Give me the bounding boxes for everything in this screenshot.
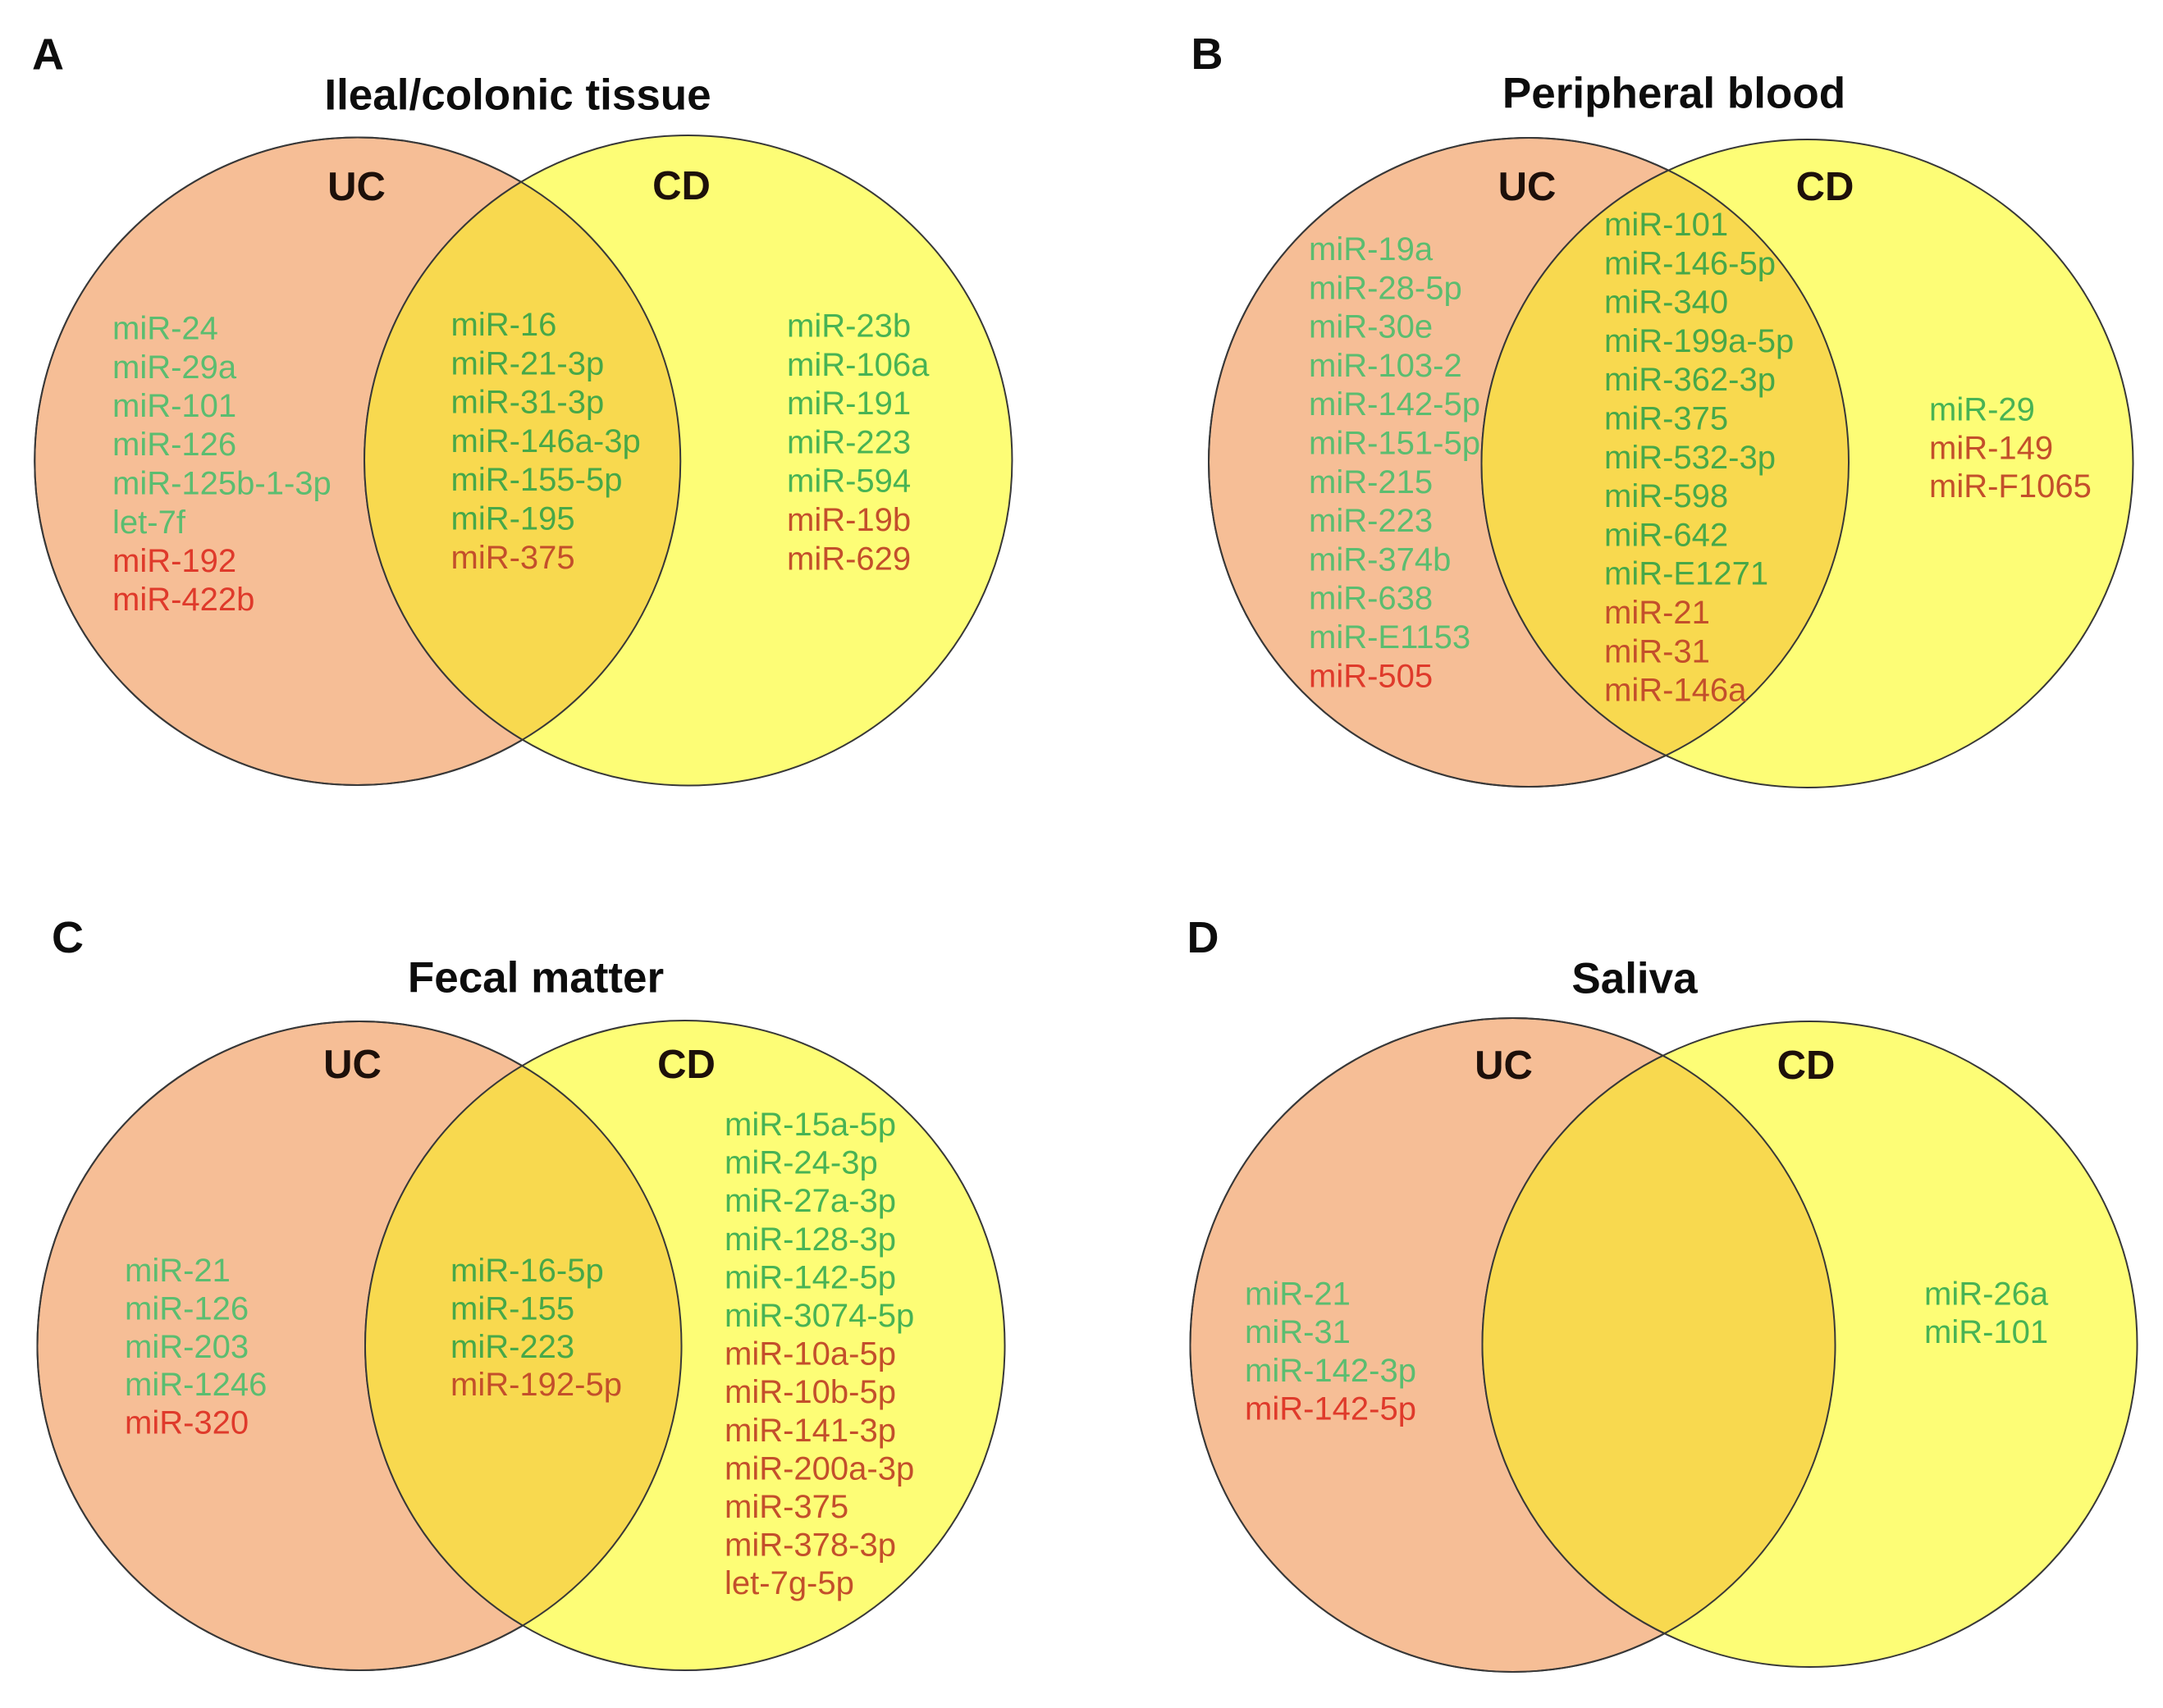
svg-text:miR-151-5p: miR-151-5p (1309, 426, 1480, 462)
svg-text:miR-31: miR-31 (1604, 633, 1710, 669)
svg-text:A: A (32, 30, 64, 80)
svg-text:miR-101: miR-101 (1604, 207, 1728, 243)
svg-text:miR-149: miR-149 (1929, 430, 2053, 466)
svg-text:miR-378-3p: miR-378-3p (725, 1528, 896, 1564)
svg-text:miR-146a-3p: miR-146a-3p (451, 423, 641, 459)
svg-text:let-7f: let-7f (112, 505, 186, 541)
svg-text:miR-146-5p: miR-146-5p (1604, 245, 1776, 281)
svg-text:miR-101: miR-101 (112, 388, 236, 424)
svg-text:miR-30e: miR-30e (1309, 309, 1433, 345)
svg-text:miR-199a-5p: miR-199a-5p (1604, 323, 1794, 359)
svg-text:miR-223: miR-223 (787, 424, 911, 460)
svg-text:Fecal matter: Fecal matter (408, 954, 664, 1002)
svg-text:miR-141-3p: miR-141-3p (725, 1413, 896, 1449)
svg-text:miR-598: miR-598 (1604, 478, 1728, 514)
svg-text:miR-26a: miR-26a (1924, 1276, 2049, 1312)
svg-text:miR-21: miR-21 (125, 1253, 231, 1289)
svg-text:miR-1246: miR-1246 (125, 1367, 267, 1403)
svg-text:miR-10b-5p: miR-10b-5p (725, 1374, 896, 1410)
svg-text:miR-642: miR-642 (1604, 517, 1728, 553)
svg-text:miR-142-5p: miR-142-5p (1309, 386, 1480, 422)
svg-text:miR-28-5p: miR-28-5p (1309, 270, 1462, 306)
svg-text:miR-422b: miR-422b (112, 582, 254, 618)
svg-text:miR-103-2: miR-103-2 (1309, 348, 1462, 384)
svg-text:Peripheral blood: Peripheral blood (1502, 70, 1845, 118)
svg-text:miR-146a: miR-146a (1604, 673, 1747, 709)
svg-text:miR-223: miR-223 (1309, 503, 1433, 539)
svg-text:miR-638: miR-638 (1309, 581, 1433, 617)
svg-text:miR-594: miR-594 (787, 464, 911, 500)
svg-text:miR-192: miR-192 (112, 543, 236, 579)
svg-text:miR-16-5p: miR-16-5p (450, 1253, 604, 1289)
svg-text:CD: CD (657, 1043, 716, 1087)
svg-text:miR-203: miR-203 (125, 1329, 249, 1365)
svg-text:miR-340: miR-340 (1604, 285, 1728, 321)
svg-text:miR-31-3p: miR-31-3p (451, 385, 605, 421)
svg-text:miR-F1065: miR-F1065 (1929, 468, 2092, 505)
svg-text:miR-10a-5p: miR-10a-5p (725, 1336, 896, 1372)
svg-text:miR-142-5p: miR-142-5p (725, 1259, 896, 1295)
svg-text:miR-E1271: miR-E1271 (1604, 556, 1768, 592)
svg-text:UC: UC (1475, 1044, 1533, 1088)
svg-text:CD: CD (652, 164, 711, 208)
svg-text:miR-16: miR-16 (451, 307, 557, 343)
svg-text:miR-29a: miR-29a (112, 349, 237, 386)
svg-text:miR-374b: miR-374b (1309, 541, 1451, 578)
svg-text:miR-195: miR-195 (451, 501, 575, 537)
svg-text:miR-126: miR-126 (112, 427, 236, 463)
svg-text:miR-21: miR-21 (1245, 1276, 1351, 1313)
svg-text:miR-E1153: miR-E1153 (1309, 619, 1470, 655)
svg-text:miR-29: miR-29 (1929, 392, 2035, 428)
svg-text:miR-19a: miR-19a (1309, 231, 1434, 267)
svg-text:miR-375: miR-375 (1604, 401, 1728, 437)
svg-text:miR-223: miR-223 (450, 1329, 574, 1365)
svg-text:miR-24-3p: miR-24-3p (725, 1145, 878, 1181)
svg-text:miR-629: miR-629 (787, 541, 911, 577)
svg-text:miR-191: miR-191 (787, 386, 911, 422)
svg-text:Ileal/colonic tissue: Ileal/colonic tissue (324, 71, 711, 120)
svg-text:UC: UC (327, 165, 386, 209)
svg-text:miR-15a-5p: miR-15a-5p (725, 1107, 896, 1143)
svg-text:Saliva: Saliva (1571, 955, 1698, 1003)
svg-text:miR-532-3p: miR-532-3p (1604, 440, 1776, 476)
svg-text:miR-215: miR-215 (1309, 464, 1433, 500)
svg-text:miR-128-3p: miR-128-3p (725, 1222, 896, 1258)
svg-text:miR-21-3p: miR-21-3p (451, 345, 605, 381)
svg-text:miR-320: miR-320 (125, 1405, 249, 1441)
svg-text:miR-505: miR-505 (1309, 658, 1433, 694)
svg-text:miR-362-3p: miR-362-3p (1604, 362, 1776, 398)
svg-text:miR-31: miR-31 (1245, 1314, 1351, 1350)
svg-text:miR-3074-5p: miR-3074-5p (725, 1298, 914, 1334)
svg-text:miR-375: miR-375 (725, 1489, 848, 1525)
svg-text:C: C (52, 913, 84, 962)
svg-text:miR-106a: miR-106a (787, 347, 930, 383)
svg-text:UC: UC (323, 1043, 382, 1087)
svg-text:miR-142-3p: miR-142-3p (1245, 1353, 1416, 1389)
svg-text:miR-375: miR-375 (451, 540, 575, 576)
svg-text:CD: CD (1777, 1044, 1836, 1088)
svg-text:miR-27a-3p: miR-27a-3p (725, 1183, 896, 1219)
svg-text:miR-101: miR-101 (1924, 1314, 2048, 1350)
svg-text:miR-142-5p: miR-142-5p (1245, 1391, 1416, 1427)
svg-text:miR-125b-1-3p: miR-125b-1-3p (112, 466, 332, 502)
svg-text:miR-126: miR-126 (125, 1290, 249, 1327)
svg-text:miR-155-5p: miR-155-5p (451, 462, 623, 498)
svg-text:D: D (1187, 913, 1219, 962)
svg-text:miR-200a-3p: miR-200a-3p (725, 1450, 914, 1487)
svg-text:miR-19b: miR-19b (787, 502, 911, 538)
svg-text:B: B (1191, 30, 1223, 79)
svg-text:UC: UC (1498, 165, 1557, 209)
svg-text:let-7g-5p: let-7g-5p (725, 1565, 854, 1601)
svg-text:miR-23b: miR-23b (787, 308, 911, 345)
svg-text:miR-155: miR-155 (450, 1290, 574, 1327)
svg-text:miR-192-5p: miR-192-5p (450, 1367, 622, 1403)
svg-text:miR-24: miR-24 (112, 311, 218, 347)
svg-text:CD: CD (1796, 165, 1854, 209)
svg-text:miR-21: miR-21 (1604, 595, 1710, 631)
